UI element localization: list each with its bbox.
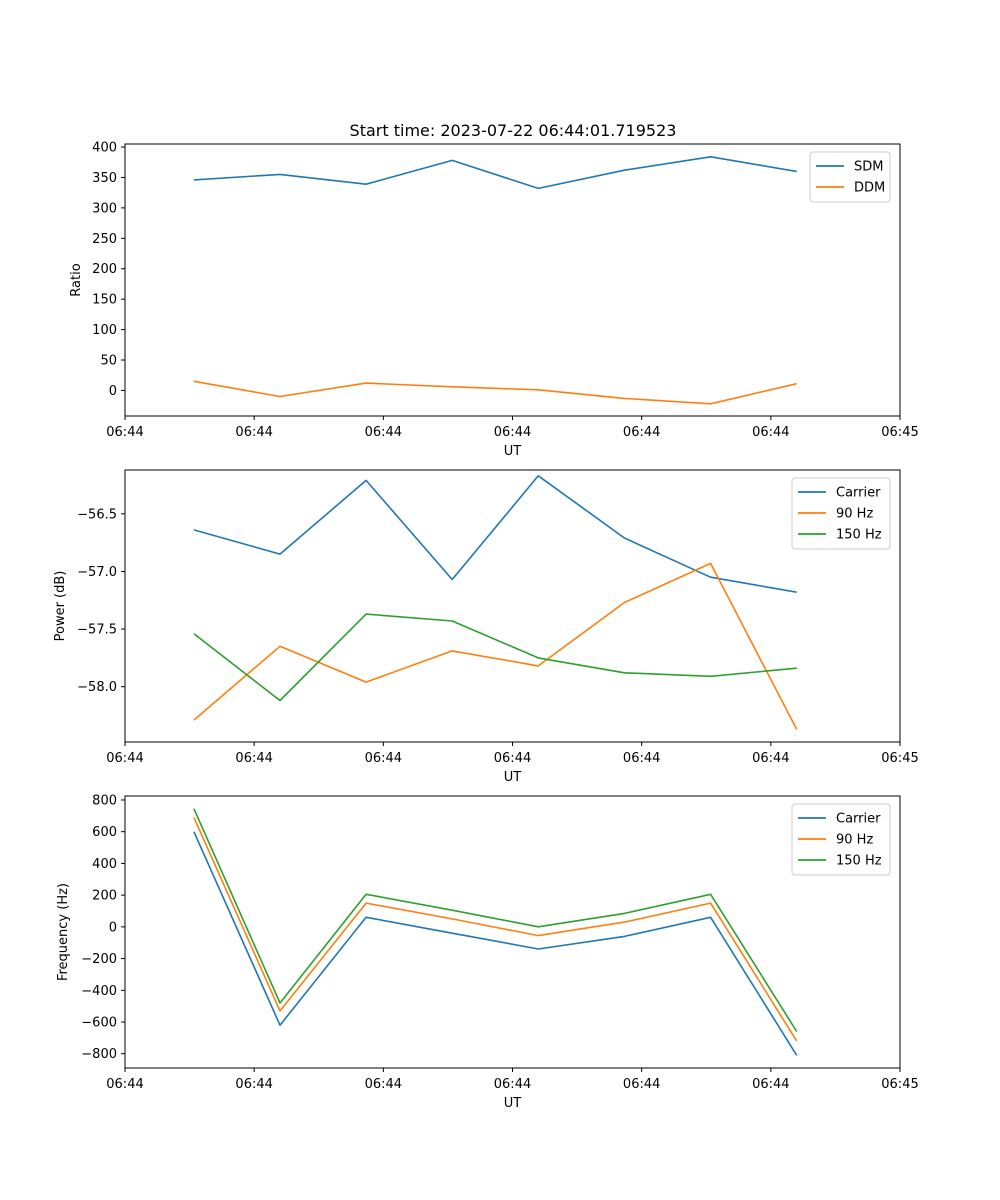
power-y-tick-label: −58.0 [77, 680, 117, 695]
ratio-y-tick-label: 150 [92, 293, 117, 308]
ratio-x-tick-label: 06:45 [881, 425, 918, 440]
power-y-tick-label: −57.5 [77, 623, 117, 638]
power-x-tick-label: 06:44 [494, 751, 531, 766]
frequency-series-carrier-line [193, 831, 798, 1056]
ratio-series-ddm-line [193, 380, 797, 405]
figure-title: Start time: 2023-07-22 06:44:01.719523 [350, 121, 677, 140]
frequency-x-tick-label: 06:44 [494, 1077, 531, 1092]
frequency-x-tick-label: 06:44 [106, 1077, 143, 1092]
power-x-tick-label: 06:44 [365, 751, 402, 766]
power-series-150-hz-line [193, 613, 797, 702]
power-y-tick-label: −56.5 [77, 507, 117, 522]
ratio-axes-frame [124, 143, 901, 417]
frequency-y-tick-label: −200 [81, 952, 117, 967]
power-legend [791, 477, 891, 550]
ratio-y-tick-label: 300 [92, 201, 117, 216]
power-x-tick-label: 06:45 [881, 751, 918, 766]
frequency-y-tick-label: 400 [92, 857, 117, 872]
power-y-axis-label: Power (dB) [53, 571, 68, 642]
frequency-x-tick-label: 06:44 [365, 1077, 402, 1092]
ratio-panel: 06:44 06:44 06:44 06:44 06:44 06:44 06:45 0 50 10… [69, 141, 919, 459]
ratio-x-tick-label: 06:44 [235, 425, 272, 440]
frequency-legend-label: 150 Hz [836, 854, 882, 869]
power-panel: 06:44 06:44 06:44 06:44 06:44 06:44 06:45 −58.0… [53, 469, 919, 785]
ratio-x-tick-label: 06:44 [365, 425, 402, 440]
power-x-tick-label: 06:44 [106, 751, 143, 766]
ratio-y-tick-label: 100 [92, 323, 117, 338]
frequency-axes-frame [124, 795, 901, 1069]
ratio-y-tick-label: 50 [100, 354, 117, 369]
frequency-x-tick-label: 06:45 [881, 1077, 918, 1092]
frequency-y-tick-label: 200 [92, 889, 117, 904]
ratio-legend-label: SDM [854, 160, 883, 175]
power-x-tick-label: 06:44 [623, 751, 660, 766]
power-x-axis-label: UT [504, 770, 522, 785]
frequency-y-tick-label: 600 [92, 825, 117, 840]
ratio-x-tick-label: 06:44 [106, 425, 143, 440]
power-x-tick-label: 06:44 [752, 751, 789, 766]
power-legend-label: 150 Hz [836, 528, 882, 543]
frequency-legend-label: 90 Hz [836, 833, 873, 848]
ratio-y-tick-label: 400 [92, 141, 117, 156]
ratio-x-tick-label: 06:44 [623, 425, 660, 440]
power-series-carrier-line [193, 474, 797, 593]
power-x-tick-label: 06:44 [235, 751, 272, 766]
frequency-x-axis-label: UT [504, 1096, 522, 1111]
power-legend-label: 90 Hz [836, 507, 873, 522]
frequency-legend-label: Carrier [836, 812, 881, 827]
frequency-x-tick-label: 06:44 [623, 1077, 660, 1092]
ratio-x-tick-label: 06:44 [752, 425, 789, 440]
ratio-y-tick-label: 350 [92, 171, 117, 186]
frequency-legend [791, 803, 891, 876]
frequency-y-tick-label: 800 [92, 793, 117, 808]
ratio-y-tick-label: 0 [109, 384, 117, 399]
power-legend-label: Carrier [836, 486, 881, 501]
frequency-y-tick-label: −800 [81, 1047, 117, 1062]
frequency-x-tick-label: 06:44 [235, 1077, 272, 1092]
ratio-y-tick-label: 250 [92, 232, 117, 247]
ratio-legend-label: DDM [854, 181, 885, 196]
frequency-series-150-hz-line [193, 808, 798, 1032]
frequency-y-tick-label: 0 [109, 920, 117, 935]
power-axes-frame [124, 469, 901, 743]
ratio-y-tick-label: 200 [92, 262, 117, 277]
ratio-legend [809, 151, 891, 203]
frequency-y-axis-label: Frequency (Hz) [56, 883, 71, 981]
frequency-series-90-hz-line [193, 817, 798, 1042]
frequency-y-tick-label: −600 [81, 1016, 117, 1031]
frequency-panel: 06:44 06:44 06:44 06:44 06:44 06:44 06:45 −800 −… [56, 793, 919, 1111]
frequency-y-tick-label: −400 [81, 984, 117, 999]
ratio-x-tick-label: 06:44 [494, 425, 531, 440]
ratio-y-axis-label: Ratio [69, 263, 84, 296]
ratio-series-sdm-line [193, 156, 797, 190]
power-y-tick-label: −57.0 [77, 565, 117, 580]
ratio-x-axis-label: UT [504, 444, 522, 459]
frequency-x-tick-label: 06:44 [752, 1077, 789, 1092]
power-series-90-hz-line [193, 562, 798, 730]
